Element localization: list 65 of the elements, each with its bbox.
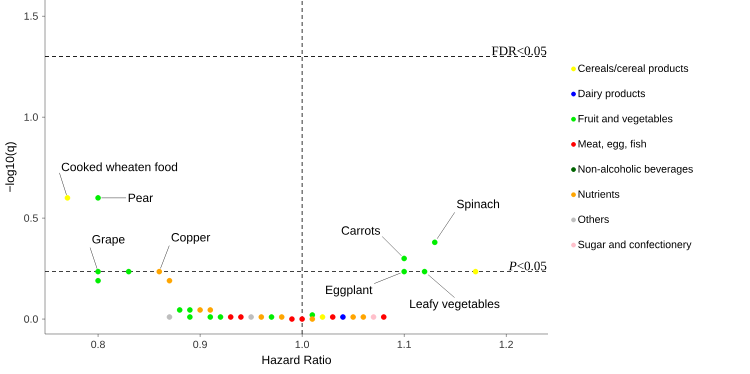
legend-label: Cereals/cereal products (578, 64, 688, 74)
annotation: Copper (172, 233, 210, 244)
point (238, 314, 244, 320)
point (248, 314, 254, 320)
legend-label: Others (578, 215, 609, 224)
point (380, 314, 387, 320)
point (289, 316, 295, 322)
y-tick-label: 0.5 (24, 214, 38, 222)
point (370, 314, 376, 320)
legend-label: Fruit and vegetables (578, 114, 672, 124)
point (126, 268, 132, 274)
point (207, 314, 214, 320)
legend-label: Dairy products (578, 89, 646, 100)
point (156, 268, 162, 274)
point (330, 314, 336, 320)
point (95, 278, 101, 284)
point (166, 314, 172, 320)
x-tick-label: 0.8 (91, 340, 105, 348)
point (360, 314, 366, 320)
x-axis-title: Hazard Ratio (262, 355, 331, 364)
x-tick-label: 1.0 (296, 340, 309, 348)
point (95, 195, 101, 201)
point (64, 195, 70, 201)
point (422, 268, 428, 274)
legend-label: Sugar and confectionery (578, 240, 692, 250)
x-tick-label: 0.9 (193, 340, 207, 348)
point (432, 240, 438, 246)
annotation: Grape (92, 235, 125, 246)
annotation: Leafy vegetables (410, 299, 500, 310)
x-tick-label: 1.2 (500, 340, 513, 348)
legend-label: Non-alcoholic beverages (578, 164, 693, 175)
annotation: Pear (128, 194, 153, 202)
point (320, 314, 326, 320)
annotation: Spinach (457, 199, 500, 211)
point (268, 314, 274, 320)
ref-line-label: P<0.05 (508, 262, 546, 270)
point (218, 314, 224, 320)
x-tick-label: 1.1 (398, 340, 411, 348)
legend-label: Nutrients (578, 190, 620, 198)
annotation: Eggplant (326, 285, 372, 296)
y-tick-label: 1.5 (24, 12, 38, 20)
point (228, 314, 234, 320)
point (299, 316, 305, 322)
ref-line-label: FDR<0.05 (492, 46, 546, 56)
annotation: Cooked wheaten food (62, 162, 178, 172)
point (197, 307, 203, 313)
point (207, 307, 214, 313)
point (350, 314, 356, 320)
point (176, 307, 182, 313)
point (187, 314, 193, 320)
point (310, 316, 316, 322)
y-tick-label: 1.0 (24, 113, 38, 121)
annotation: Carrots (342, 226, 380, 235)
point (258, 314, 264, 320)
point (187, 307, 193, 313)
point (472, 268, 478, 274)
point (278, 314, 285, 320)
point (401, 256, 407, 262)
point (401, 268, 407, 274)
legend-label: Meat, egg, fish (578, 140, 646, 150)
point (166, 278, 172, 284)
point (95, 268, 101, 274)
point (340, 314, 346, 320)
y-tick-label: 0.0 (24, 315, 38, 323)
y-axis-title: −log10(q) (5, 142, 17, 192)
